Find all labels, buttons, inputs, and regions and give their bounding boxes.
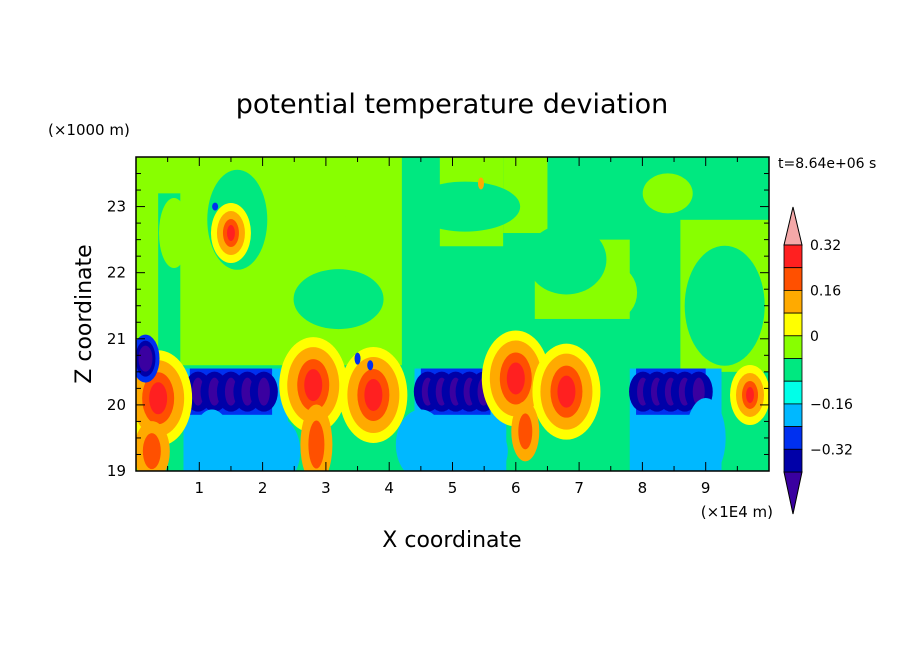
y-unit-label: (×1000 m) bbox=[48, 121, 130, 139]
colorbar-band bbox=[783, 289, 803, 314]
x-tick-label: 6 bbox=[511, 479, 521, 497]
contour-plot-area bbox=[136, 157, 769, 471]
lime-region bbox=[597, 267, 638, 318]
hot-region bbox=[518, 413, 533, 450]
colorbar-band bbox=[783, 448, 803, 473]
colorbar-band bbox=[783, 312, 803, 337]
x-unit-label: (×1E4 m) bbox=[701, 503, 773, 521]
contour-field bbox=[136, 157, 769, 471]
cold-speck bbox=[367, 360, 374, 371]
cool-region bbox=[447, 421, 508, 471]
colorbar-band bbox=[783, 244, 803, 269]
cold-core bbox=[224, 377, 237, 406]
cool-region bbox=[250, 416, 301, 471]
colorbar-band bbox=[783, 335, 803, 359]
x-tick-label: 7 bbox=[574, 479, 584, 497]
y-tick-label: 19 bbox=[107, 462, 126, 480]
hot-core bbox=[226, 225, 235, 242]
hot-core bbox=[557, 375, 576, 408]
hot-core bbox=[304, 369, 323, 402]
x-tick-label: 8 bbox=[638, 479, 648, 497]
y-tick-label: 23 bbox=[107, 198, 126, 216]
cold-core bbox=[257, 377, 270, 406]
colorbar-max-extension bbox=[783, 206, 803, 246]
x-tick-label: 5 bbox=[448, 479, 458, 497]
y-axis: 19 20 21 22 23 bbox=[107, 173, 769, 480]
green-region bbox=[684, 245, 765, 366]
x-tick-label: 4 bbox=[384, 479, 394, 497]
x-tick-label: 2 bbox=[258, 479, 268, 497]
hot-core bbox=[149, 382, 168, 415]
lime-region bbox=[345, 188, 396, 239]
colorbar-band bbox=[783, 267, 803, 291]
green-region bbox=[526, 224, 607, 295]
x-tick-label: 1 bbox=[195, 479, 205, 497]
green-region bbox=[293, 269, 384, 330]
y-axis-label: Z coordinate bbox=[72, 244, 97, 383]
cold-core bbox=[692, 377, 705, 406]
hot-region bbox=[308, 420, 325, 469]
x-axis-label: X coordinate bbox=[382, 528, 521, 553]
hot-core bbox=[746, 386, 755, 403]
cool-region bbox=[395, 409, 446, 471]
cool-region bbox=[685, 397, 726, 471]
lime-region bbox=[158, 198, 189, 269]
time-label: t=8.64e+06 s bbox=[778, 156, 876, 172]
colorbar-tick-label: 0 bbox=[810, 329, 819, 345]
lime-region bbox=[136, 157, 200, 194]
colorbar-band bbox=[783, 426, 803, 450]
colorbar-min-extension bbox=[783, 471, 803, 515]
colorbar-tick-label: 0.32 bbox=[810, 238, 841, 254]
x-tick-label: 9 bbox=[701, 479, 711, 497]
colorbar-tick-label: −0.16 bbox=[810, 397, 853, 413]
colorbar: 0.32 0.16 0 −0.16 −0.32 bbox=[783, 206, 853, 515]
green-region bbox=[410, 181, 521, 232]
y-tick-label: 22 bbox=[107, 264, 126, 282]
cold-core bbox=[138, 345, 153, 372]
colorbar-band bbox=[783, 358, 803, 382]
lime-region bbox=[642, 173, 693, 214]
y-tick-label: 21 bbox=[107, 330, 126, 348]
chart-title: potential temperature deviation bbox=[236, 89, 668, 120]
cold-speck bbox=[212, 202, 219, 211]
hot-core bbox=[506, 362, 525, 395]
cold-core bbox=[192, 377, 205, 406]
warm-speck bbox=[477, 177, 484, 190]
cold-core bbox=[241, 377, 254, 406]
cold-speck bbox=[354, 352, 361, 365]
cool-region bbox=[191, 409, 232, 471]
colorbar-band bbox=[783, 403, 803, 427]
x-tick-label: 3 bbox=[321, 479, 331, 497]
colorbar-tick-label: −0.32 bbox=[810, 442, 853, 458]
y-tick-label: 20 bbox=[107, 396, 126, 414]
colorbar-band bbox=[783, 380, 803, 405]
colorbar-tick-label: 0.16 bbox=[810, 283, 841, 299]
hot-core bbox=[364, 378, 383, 411]
cold-core bbox=[208, 377, 221, 406]
hot-region bbox=[142, 433, 161, 470]
x-axis: 1 2 3 4 5 6 7 8 9 bbox=[167, 157, 738, 497]
